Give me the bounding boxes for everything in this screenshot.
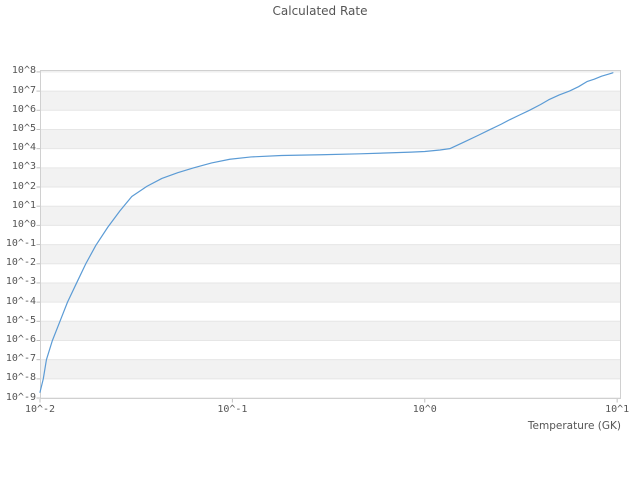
plot-border: [40, 70, 621, 399]
decade-band: [40, 359, 621, 379]
x-axis-title: Temperature (GK): [527, 420, 621, 432]
decade-band: [40, 91, 621, 111]
rate-line: [39, 72, 614, 393]
y-tick-label: 10^4: [11, 142, 36, 154]
y-tick-label: 10^-3: [5, 276, 36, 288]
y-tick-label: 10^5: [11, 122, 36, 134]
y-tick-label: 10^-7: [5, 353, 36, 365]
y-tick-label: 10^-9: [5, 391, 36, 403]
decade-band: [40, 167, 621, 188]
y-tick-label: 10^8: [11, 65, 36, 77]
y-tick-label: 10^0: [11, 218, 36, 230]
y-tick-label: 10^-2: [5, 257, 36, 269]
y-tick-label: 10^6: [11, 103, 36, 115]
decade-band: [40, 206, 621, 226]
x-tick-label: 10^1: [605, 404, 630, 415]
y-tick-label: 10^1: [11, 199, 36, 211]
y-tick-label: 10^3: [11, 161, 36, 173]
y-tick-label: 10^2: [11, 180, 36, 192]
y-tick-label: 10^-4: [5, 295, 36, 307]
y-tick-label: 10^-1: [5, 238, 36, 250]
y-tick-label: 10^-8: [5, 372, 36, 384]
x-tick-label: 10^-2: [24, 404, 56, 415]
decade-band: [40, 244, 621, 264]
decade-band: [40, 321, 621, 341]
chart-title: Calculated Rate: [272, 4, 368, 18]
x-tick-label: 10^-1: [217, 404, 248, 415]
y-tick-label: 10^-5: [5, 314, 36, 326]
y-tick-label: 10^7: [11, 84, 36, 96]
decade-band: [40, 129, 621, 149]
y-tick-label: 10^-6: [5, 333, 36, 345]
x-tick-label: 10^0: [412, 404, 437, 415]
decade-band: [40, 282, 621, 303]
